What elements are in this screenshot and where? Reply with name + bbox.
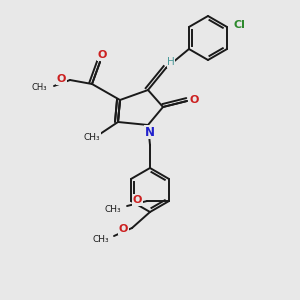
Text: O: O xyxy=(97,50,107,60)
Text: O: O xyxy=(133,195,142,205)
Text: CH₃: CH₃ xyxy=(104,205,121,214)
Text: N: N xyxy=(145,125,155,139)
Text: O: O xyxy=(118,224,128,234)
Text: O: O xyxy=(189,95,199,105)
Text: H: H xyxy=(167,57,175,67)
Text: CH₃: CH₃ xyxy=(92,235,109,244)
Text: CH₃: CH₃ xyxy=(32,83,47,92)
Text: O: O xyxy=(57,74,66,84)
Text: CH₃: CH₃ xyxy=(84,133,100,142)
Text: Cl: Cl xyxy=(233,20,245,30)
